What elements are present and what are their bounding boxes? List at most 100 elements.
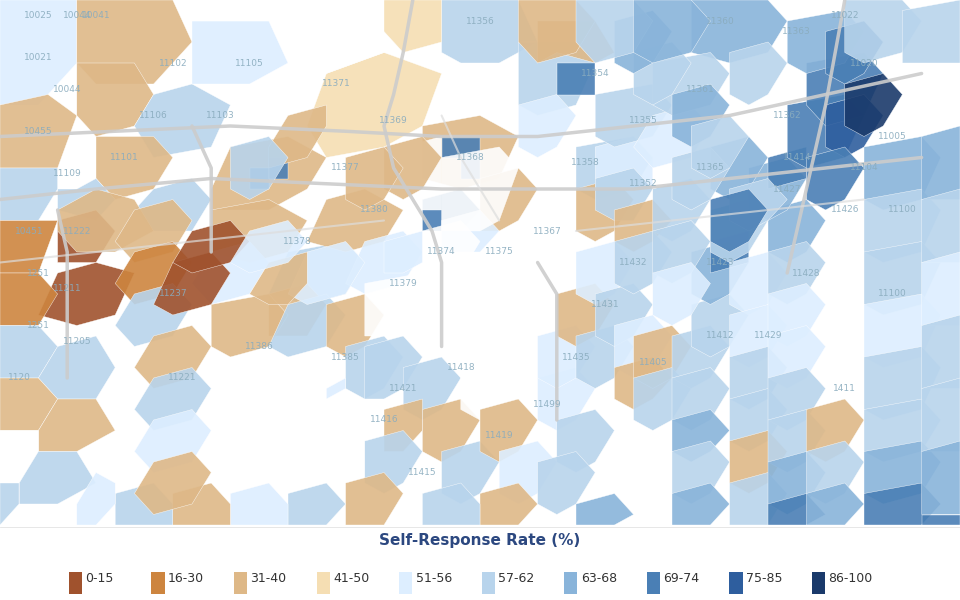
Polygon shape — [77, 473, 115, 525]
Polygon shape — [403, 136, 442, 210]
Polygon shape — [422, 189, 480, 231]
Polygon shape — [134, 179, 211, 231]
Polygon shape — [307, 21, 442, 84]
Polygon shape — [634, 325, 691, 389]
Polygon shape — [269, 283, 326, 336]
Text: 10455: 10455 — [24, 127, 53, 136]
Text: 11435: 11435 — [562, 352, 590, 361]
Text: 11385: 11385 — [331, 352, 360, 361]
Polygon shape — [518, 42, 595, 115]
Polygon shape — [346, 147, 403, 210]
Text: 11375: 11375 — [485, 247, 514, 257]
Text: 11429: 11429 — [754, 331, 782, 340]
Polygon shape — [576, 136, 653, 199]
Text: 10451: 10451 — [14, 226, 43, 235]
Text: 86-100: 86-100 — [828, 572, 873, 586]
Polygon shape — [922, 315, 960, 389]
Text: 1411: 1411 — [833, 384, 856, 393]
Polygon shape — [806, 147, 864, 210]
Polygon shape — [691, 241, 749, 304]
Polygon shape — [691, 115, 749, 179]
Text: 11222: 11222 — [62, 226, 91, 235]
Polygon shape — [806, 399, 864, 462]
Polygon shape — [0, 273, 58, 325]
Text: 11405: 11405 — [638, 358, 667, 367]
Polygon shape — [634, 42, 691, 105]
Text: 11106: 11106 — [139, 111, 168, 120]
Polygon shape — [518, 0, 595, 63]
Text: 10025: 10025 — [24, 11, 53, 20]
Text: 10041: 10041 — [82, 11, 110, 20]
Bar — [812, 571, 825, 594]
Polygon shape — [595, 84, 672, 147]
Polygon shape — [691, 294, 749, 357]
Text: 69-74: 69-74 — [663, 572, 700, 586]
Text: 0-15: 0-15 — [85, 572, 113, 586]
Text: 31-40: 31-40 — [251, 572, 287, 586]
Polygon shape — [461, 357, 518, 420]
Polygon shape — [595, 283, 653, 346]
Polygon shape — [365, 336, 422, 399]
Polygon shape — [480, 168, 538, 231]
Polygon shape — [806, 483, 864, 525]
Polygon shape — [0, 94, 77, 168]
Polygon shape — [653, 52, 730, 115]
Polygon shape — [634, 105, 710, 168]
Polygon shape — [614, 231, 672, 294]
Polygon shape — [480, 483, 538, 525]
Text: 11414: 11414 — [782, 153, 811, 162]
Polygon shape — [576, 493, 634, 525]
Text: 11022: 11022 — [830, 11, 859, 20]
Polygon shape — [922, 189, 960, 263]
Text: 11362: 11362 — [773, 111, 802, 120]
Polygon shape — [442, 147, 518, 231]
Polygon shape — [768, 199, 826, 263]
Polygon shape — [96, 136, 173, 199]
Polygon shape — [634, 367, 691, 431]
Polygon shape — [557, 283, 614, 346]
Polygon shape — [710, 136, 768, 199]
Polygon shape — [538, 451, 595, 514]
Polygon shape — [730, 431, 787, 493]
Polygon shape — [230, 136, 288, 199]
Polygon shape — [499, 441, 557, 504]
Polygon shape — [77, 0, 192, 84]
Text: 11103: 11103 — [206, 111, 235, 120]
Polygon shape — [845, 73, 902, 136]
Polygon shape — [346, 336, 403, 399]
Text: 1251: 1251 — [27, 269, 50, 277]
Bar — [482, 571, 494, 594]
Polygon shape — [269, 241, 365, 304]
Text: 11380: 11380 — [360, 205, 389, 214]
Polygon shape — [269, 157, 288, 179]
Polygon shape — [557, 63, 595, 94]
Text: 10021: 10021 — [24, 53, 53, 62]
Polygon shape — [134, 84, 230, 157]
Polygon shape — [384, 399, 422, 451]
Polygon shape — [730, 179, 787, 231]
Polygon shape — [787, 94, 864, 168]
Polygon shape — [576, 241, 634, 304]
Bar — [730, 571, 742, 594]
Polygon shape — [653, 220, 710, 283]
Text: 11423: 11423 — [706, 258, 734, 267]
Polygon shape — [115, 283, 192, 346]
Polygon shape — [538, 367, 595, 431]
Polygon shape — [211, 294, 288, 357]
Text: 11419: 11419 — [485, 431, 514, 440]
Text: 11211: 11211 — [53, 284, 82, 293]
Polygon shape — [422, 399, 480, 462]
Polygon shape — [538, 21, 614, 63]
Polygon shape — [115, 483, 173, 525]
Text: 11100: 11100 — [888, 205, 917, 214]
Text: 11352: 11352 — [629, 179, 658, 188]
Polygon shape — [768, 147, 806, 189]
Text: 16-30: 16-30 — [168, 572, 204, 586]
Text: 1120: 1120 — [8, 373, 31, 383]
Polygon shape — [0, 378, 58, 431]
Polygon shape — [58, 189, 154, 252]
Text: 41-50: 41-50 — [333, 572, 370, 586]
Text: 11100: 11100 — [878, 289, 907, 298]
Polygon shape — [730, 346, 787, 409]
Polygon shape — [557, 409, 614, 473]
